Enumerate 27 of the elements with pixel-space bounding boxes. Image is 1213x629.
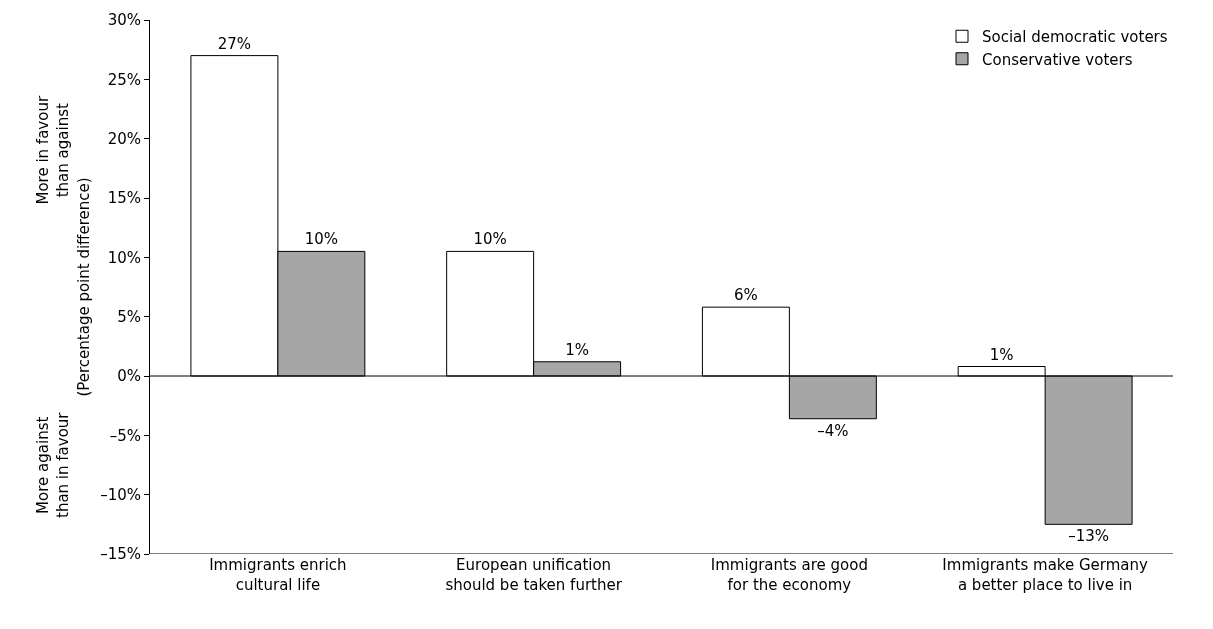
text: More against than in favour [34, 411, 72, 518]
data-label: 10% [473, 230, 507, 249]
data-label: 10% [304, 230, 339, 249]
legend-label: Conservative voters [982, 50, 1133, 69]
y-tick-label: –5% [109, 426, 141, 445]
y-tick-label: –15% [100, 545, 141, 564]
y-tick-label: 5% [117, 307, 141, 326]
data-label: –13% [1068, 527, 1110, 546]
y-tick-label: 10% [107, 248, 141, 267]
x-tick-label: Immigrants enrich cultural life [209, 556, 347, 594]
y-tick-label: –10% [100, 485, 141, 504]
text: More in favour than against [34, 95, 72, 205]
y-tick-label: 20% [107, 129, 141, 148]
legend-label: Social democratic voters [982, 28, 1168, 47]
y-axis-title: (Percentage point difference) [75, 177, 94, 397]
x-tick-label: Immigrants are good for the economy [710, 556, 868, 594]
y-tick-label: 25% [107, 70, 141, 89]
y-tick-label: 0% [117, 367, 141, 386]
data-label: 1% [989, 345, 1014, 364]
x-tick-label: Immigrants make Germany a better place to live in [942, 556, 1149, 594]
y-tick-label: 15% [107, 189, 141, 208]
data-label: –4% [817, 421, 849, 440]
data-label: 27% [217, 34, 252, 53]
data-label: 1% [565, 340, 589, 359]
data-label: 6% [734, 286, 758, 305]
x-tick-label: European unification should be taken further [445, 556, 623, 594]
y-tick-label: 30% [107, 11, 141, 30]
